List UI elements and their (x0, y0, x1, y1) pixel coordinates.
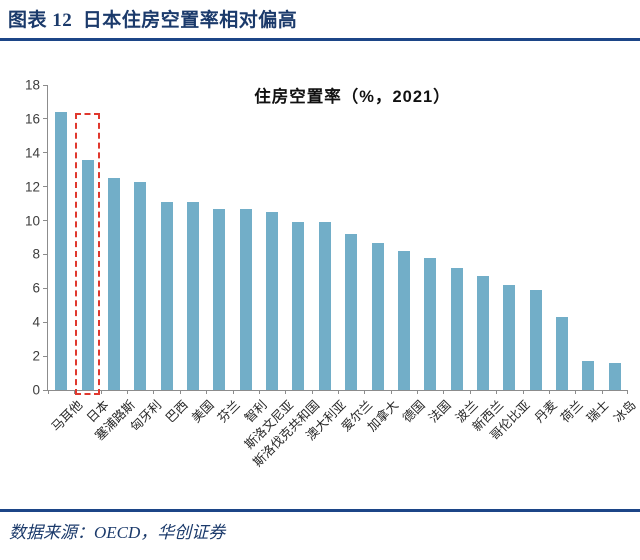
x-axis-tick (48, 390, 49, 394)
y-axis-tick (43, 355, 47, 357)
x-axis-label: 芬兰 (215, 397, 244, 426)
x-axis-tick (206, 390, 208, 394)
japan-highlight-box (75, 112, 101, 395)
x-axis-tick (232, 390, 234, 394)
bar (134, 181, 147, 390)
bar (556, 317, 569, 390)
x-axis-tick (74, 390, 76, 394)
x-axis-tick (153, 390, 155, 394)
x-axis-label: 巴西 (162, 397, 191, 426)
bar (107, 178, 120, 390)
x-axis-tick (496, 390, 498, 394)
bar-chart-plot-area: 住房空置率（%，2021） 0 2 4 6 8 10 12 14 16 18 马耳他 日本 塞浦路斯匈… (25, 78, 639, 470)
x-axis-label: 马耳他 (48, 397, 85, 435)
x-axis-tick (285, 390, 287, 394)
x-axis-label: 冰岛 (610, 397, 639, 426)
bar (608, 362, 621, 390)
y-axis-tick (43, 220, 47, 222)
x-axis-tick (364, 390, 366, 394)
x-axis-tick (469, 390, 471, 394)
footer-divider (0, 509, 640, 512)
x-axis-tick (258, 390, 260, 394)
bar (476, 276, 489, 390)
x-axis-tick (179, 390, 181, 394)
y-axis-tick-label: 10 (24, 213, 40, 229)
y-axis-tick-label: 6 (32, 280, 40, 296)
bar (424, 257, 437, 390)
bar (503, 284, 516, 390)
y-axis-tick (43, 389, 47, 391)
bar (81, 159, 94, 390)
bar (186, 201, 199, 390)
y-axis-tick-label: 18 (24, 77, 40, 93)
x-axis-label: 瑞士 (584, 397, 613, 426)
bar (371, 242, 384, 390)
x-axis-tick (127, 390, 129, 394)
x-axis-tick (627, 390, 628, 394)
bar (345, 234, 358, 390)
bar (55, 112, 68, 390)
bar (213, 208, 226, 390)
y-axis-tick (43, 118, 47, 120)
x-axis-tick (100, 390, 102, 394)
y-axis-tick (43, 321, 47, 323)
y-axis-tick-label: 16 (24, 111, 40, 127)
x-axis-tick (311, 390, 313, 394)
y-axis-tick-label: 14 (24, 145, 40, 161)
y-axis-tick (43, 152, 47, 154)
y-axis-tick-label: 8 (32, 246, 40, 262)
y-axis-tick-label: 12 (24, 179, 40, 195)
x-axis-label: 法国 (426, 397, 454, 426)
y-axis-tick (43, 253, 47, 255)
header-divider (0, 38, 640, 41)
x-axis-tick (522, 390, 524, 394)
figure-title: 图表 12 日本住房空置率相对偏高 (8, 10, 298, 31)
bar (450, 268, 463, 390)
y-axis-tick-label: 4 (32, 314, 40, 330)
x-axis-tick (548, 390, 550, 394)
x-axis-tick (443, 390, 445, 394)
bar (239, 208, 252, 390)
y-axis-tick (43, 84, 47, 86)
bar (582, 361, 595, 390)
chart-title: 住房空置率（%，2021） (254, 88, 451, 106)
bar (318, 222, 331, 390)
bar (529, 290, 542, 390)
data-source-note: 数据来源：OECD，华创证券 (9, 523, 226, 542)
x-axis-tick (338, 390, 339, 394)
x-axis-tick (417, 390, 419, 394)
x-axis-tick (601, 390, 603, 394)
y-axis-tick-label: 2 (32, 348, 40, 364)
y-axis-tick (43, 186, 47, 188)
bar (266, 212, 279, 390)
y-axis-tick (43, 287, 47, 289)
bar (397, 251, 410, 390)
y-axis-tick-label: 0 (32, 382, 40, 398)
x-axis-tick (390, 390, 392, 394)
bar (160, 201, 173, 390)
bar (292, 222, 305, 390)
x-axis-tick (575, 390, 577, 394)
